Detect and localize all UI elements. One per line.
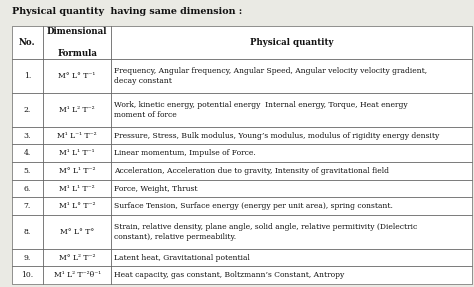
Text: M¹ L¹ T⁻²: M¹ L¹ T⁻²	[59, 185, 95, 193]
Bar	[12, 26, 43, 59]
Bar	[111, 215, 472, 249]
Bar	[12, 197, 43, 215]
Bar	[12, 144, 43, 162]
Text: M¹ L² T⁻²: M¹ L² T⁻²	[59, 106, 95, 114]
Bar	[43, 144, 111, 162]
Text: M¹ L⁻¹ T⁻²: M¹ L⁻¹ T⁻²	[57, 131, 97, 139]
Bar	[43, 266, 111, 284]
Text: No.: No.	[19, 38, 36, 47]
Text: M¹ L² T⁻²θ⁻¹: M¹ L² T⁻²θ⁻¹	[54, 271, 101, 279]
Bar	[111, 266, 472, 284]
Bar	[111, 180, 472, 197]
Text: 3.: 3.	[24, 131, 31, 139]
Bar	[111, 144, 472, 162]
Bar	[43, 59, 111, 93]
Bar	[12, 266, 43, 284]
Text: 2.: 2.	[24, 106, 31, 114]
Bar	[43, 26, 111, 59]
Text: 7.: 7.	[24, 202, 31, 210]
Text: M° L¹ T⁻²: M° L¹ T⁻²	[59, 167, 95, 175]
Text: Acceleration, Acceleration due to gravity, Intensity of gravitational field: Acceleration, Acceleration due to gravit…	[114, 167, 389, 175]
Bar	[43, 180, 111, 197]
Text: 6.: 6.	[24, 185, 31, 193]
Bar	[43, 93, 111, 127]
Bar	[12, 127, 43, 144]
Bar	[111, 127, 472, 144]
Bar	[111, 162, 472, 180]
Text: M¹ L° T⁻²: M¹ L° T⁻²	[59, 202, 95, 210]
Bar	[12, 180, 43, 197]
Bar	[12, 59, 43, 93]
Text: Pressure, Stress, Bulk modulus, Young’s modulus, modulus of rigidity energy dens: Pressure, Stress, Bulk modulus, Young’s …	[114, 131, 439, 139]
Bar	[12, 162, 43, 180]
Text: Force, Weight, Thrust: Force, Weight, Thrust	[114, 185, 198, 193]
Text: 1.: 1.	[24, 72, 31, 80]
Text: 5.: 5.	[24, 167, 31, 175]
Bar	[43, 162, 111, 180]
Text: Physical quantity: Physical quantity	[250, 38, 333, 47]
Text: Frequency, Angular frequency, Angular Speed, Angular velocity velocity gradient,: Frequency, Angular frequency, Angular Sp…	[114, 67, 427, 85]
Text: Latent heat, Gravitational potential: Latent heat, Gravitational potential	[114, 254, 250, 261]
Text: Strain, relative density, plane angle, solid angle, relative permitivity (Dielec: Strain, relative density, plane angle, s…	[114, 223, 417, 241]
Text: M¹ L¹ T⁻¹: M¹ L¹ T⁻¹	[59, 149, 95, 157]
Text: Physical quantity  having same dimension :: Physical quantity having same dimension …	[12, 7, 242, 16]
Bar	[111, 93, 472, 127]
Text: Work, kinetic energy, potential energy  Internal energy, Torque, Heat energy
mom: Work, kinetic energy, potential energy I…	[114, 101, 408, 119]
Bar	[43, 249, 111, 266]
Text: M° L° T°: M° L° T°	[60, 228, 94, 236]
Text: M° L² T⁻²: M° L² T⁻²	[59, 254, 95, 261]
Text: Linear momentum, Impulse of Force.: Linear momentum, Impulse of Force.	[114, 149, 256, 157]
Text: 10.: 10.	[21, 271, 34, 279]
Bar	[111, 249, 472, 266]
Bar	[12, 93, 43, 127]
Bar	[12, 215, 43, 249]
Bar	[111, 197, 472, 215]
Text: M° L° T⁻¹: M° L° T⁻¹	[58, 72, 96, 80]
Text: 4.: 4.	[24, 149, 31, 157]
Bar	[111, 59, 472, 93]
Text: Heat capacity, gas constant, Boltzmann’s Constant, Antropy: Heat capacity, gas constant, Boltzmann’s…	[114, 271, 344, 279]
Text: 9.: 9.	[24, 254, 31, 261]
Bar	[43, 127, 111, 144]
Bar	[43, 215, 111, 249]
Text: 8.: 8.	[24, 228, 31, 236]
Text: Dimensional

Formula: Dimensional Formula	[47, 27, 108, 58]
Text: Surface Tension, Surface energy (energy per unit area), spring constant.: Surface Tension, Surface energy (energy …	[114, 202, 393, 210]
Bar	[12, 249, 43, 266]
Bar	[111, 26, 472, 59]
Bar	[43, 197, 111, 215]
